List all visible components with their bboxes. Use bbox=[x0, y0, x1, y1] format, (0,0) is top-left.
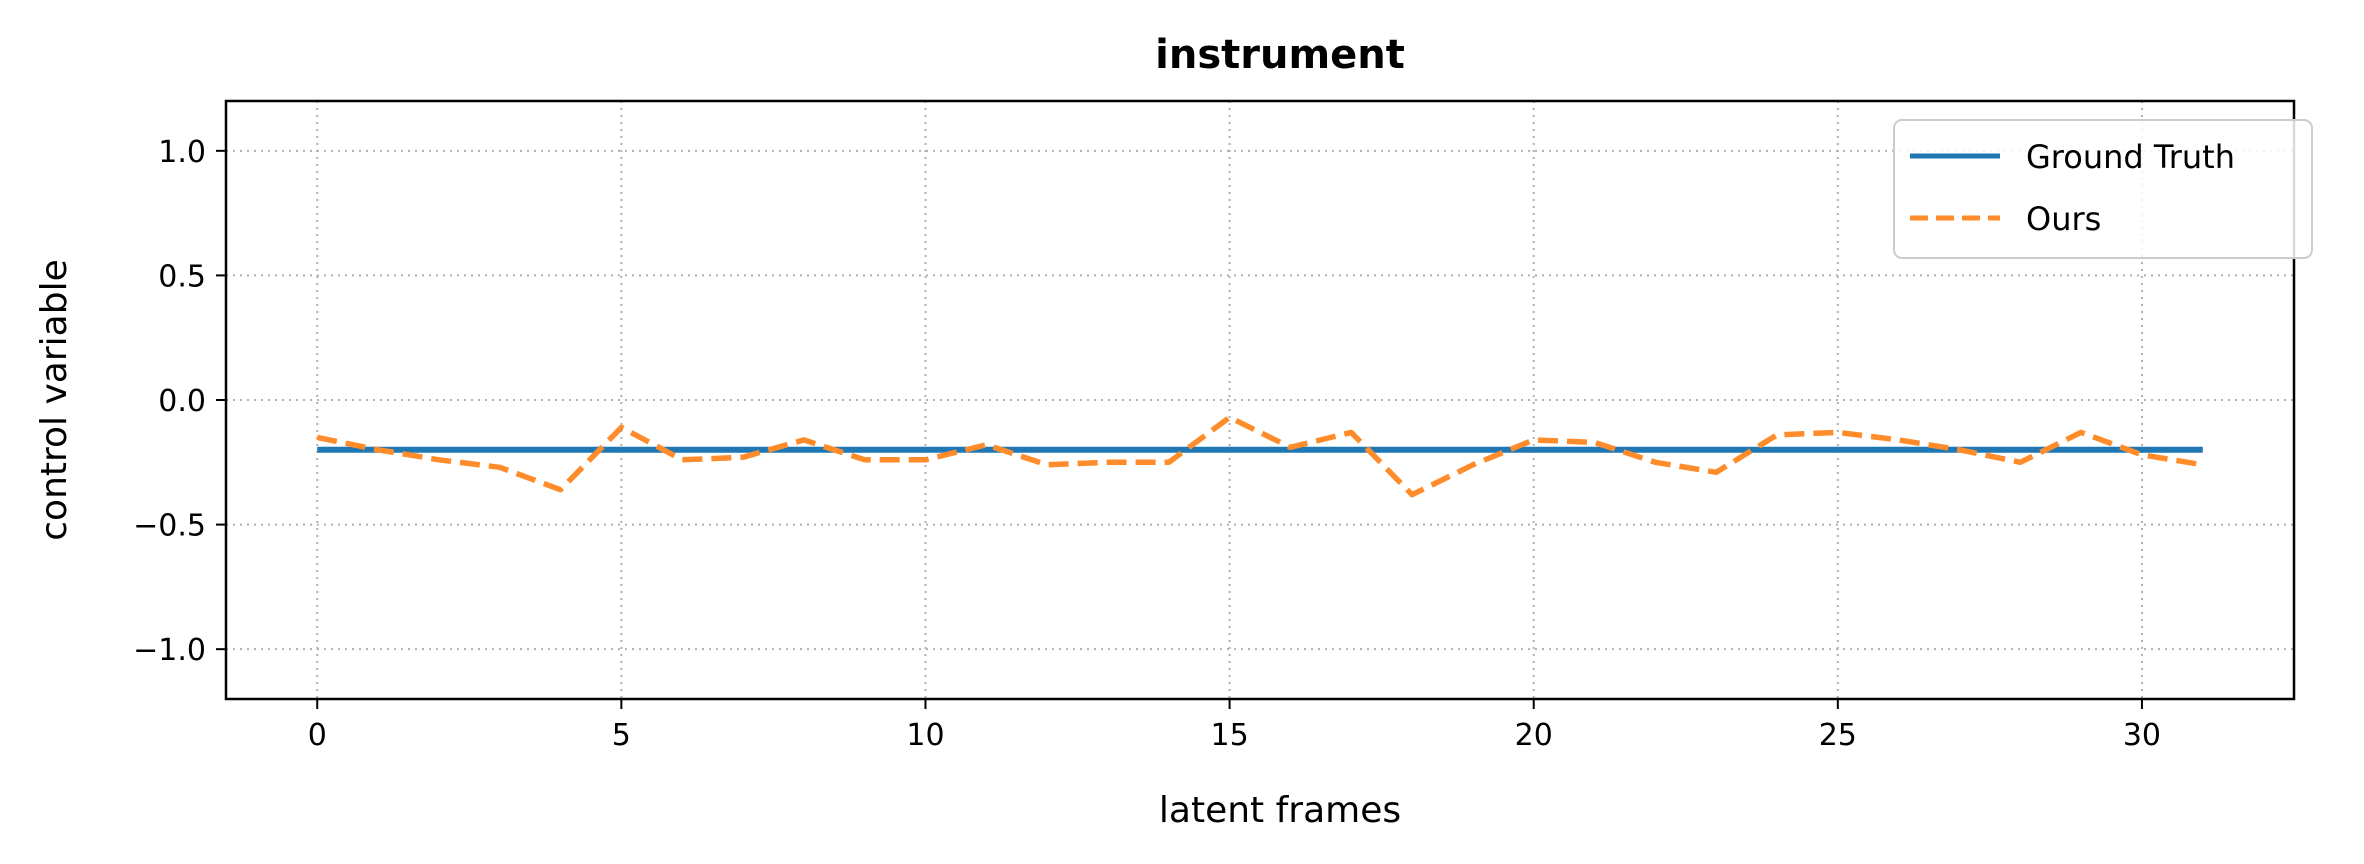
legend: Ground Truth Ours bbox=[1893, 119, 2313, 259]
y-tick-label: 1.0 bbox=[158, 135, 206, 170]
chart-title: instrument bbox=[1155, 32, 1405, 78]
y-axis-label: control variable bbox=[34, 259, 75, 540]
x-tick-label: 25 bbox=[1819, 718, 1857, 753]
x-tick-label: 15 bbox=[1210, 718, 1248, 753]
x-tick-label: 5 bbox=[612, 718, 631, 753]
x-tick-label: 0 bbox=[308, 718, 327, 753]
legend-label-ground-truth: Ground Truth bbox=[2026, 138, 2235, 176]
legend-label-ours: Ours bbox=[2026, 200, 2101, 238]
x-tick-label: 10 bbox=[906, 718, 944, 753]
x-axis-label: latent frames bbox=[1159, 790, 1401, 831]
x-tick-label: 20 bbox=[1515, 718, 1553, 753]
y-tick-label: −1.0 bbox=[133, 633, 206, 668]
x-tick-label: 30 bbox=[2123, 718, 2161, 753]
y-tick-label: −0.5 bbox=[133, 509, 206, 544]
x-ticks: 0 5 10 15 20 25 30 bbox=[308, 699, 2161, 753]
series-layer bbox=[316, 414, 2204, 498]
y-tick-label: 0.5 bbox=[158, 259, 206, 294]
y-tick-label: 0.0 bbox=[158, 384, 206, 419]
y-ticks: 1.0 0.5 0.0 −0.5 −1.0 bbox=[133, 135, 226, 668]
series-line-ours bbox=[316, 414, 2204, 498]
